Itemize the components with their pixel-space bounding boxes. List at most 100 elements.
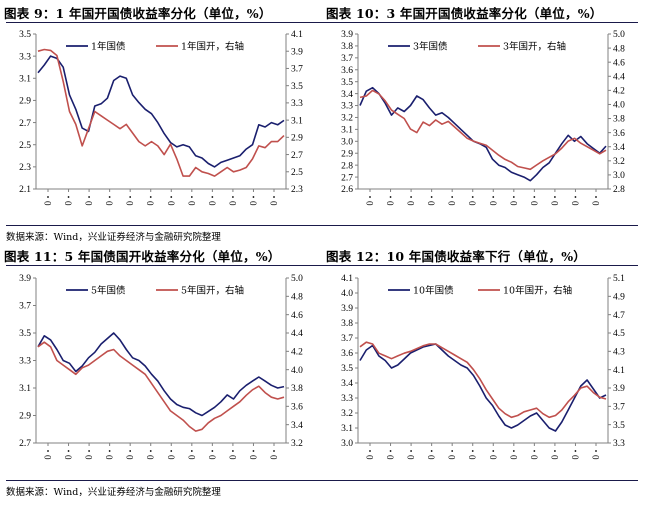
x-tick-label: 0 — [570, 455, 580, 460]
left-tick-label: 3.2 — [341, 114, 353, 124]
x-tick-dot — [595, 450, 597, 452]
series-line-cdb — [359, 341, 607, 419]
x-tick-group: 0 — [509, 196, 519, 206]
x-tick-label: 0 — [166, 455, 176, 460]
x-tick-group: 0 — [146, 450, 156, 460]
header-rule-bottom — [6, 265, 638, 266]
legend-label: 10年国债 — [413, 285, 454, 297]
x-tick-label: 0 — [269, 201, 279, 206]
legend-label: 5年国债 — [91, 285, 126, 297]
x-tick-label: 0 — [187, 455, 197, 460]
x-tick-label: 0 — [84, 455, 94, 460]
right-tick-label: 4.3 — [613, 348, 625, 358]
left-tick-label: 2.8 — [341, 161, 353, 171]
chart-svg-9: 2.1 2.3 2.5 2.7 2.9 3.1 3.3 3.5 2.3 2.5 2.7 2.9 3.1 3… — [19, 30, 303, 206]
x-tick-label: 0 — [64, 455, 74, 460]
chart-panel-9: 2.1 2.3 2.5 2.7 2.9 3.1 3.3 3.5 2.3 2.5 2.7 2.9 3.1 3… — [6, 26, 316, 221]
x-tick-label: 0 — [468, 455, 478, 460]
x-tick-group: 0 — [187, 450, 197, 460]
left-tick-label: 3.8 — [341, 42, 353, 52]
right-tick-label: 2.5 — [291, 168, 303, 178]
x-tick-dot — [492, 196, 495, 198]
x-tick-group: 0 — [166, 196, 176, 206]
x-tick-label: 0 — [447, 455, 457, 460]
right-tick-label: 4.8 — [291, 293, 303, 303]
x-tick-group: 0 — [406, 450, 416, 460]
x-tick-group: 0 — [64, 450, 74, 460]
left-tick-label: 3.6 — [341, 349, 353, 359]
right-tick-label: 2.8 — [613, 185, 625, 195]
x-tick-group: 0 — [269, 196, 279, 206]
x-tick-dot — [512, 450, 515, 452]
x-tick-group: 0 — [365, 450, 375, 460]
x-tick-dot — [129, 196, 132, 198]
x-tick-dot — [533, 196, 536, 198]
right-tick-label: 3.5 — [291, 82, 303, 92]
left-tick-label: 3.8 — [341, 319, 353, 329]
x-tick-label: 0 — [125, 455, 135, 460]
x-tick-dot — [430, 196, 433, 198]
left-tick-label: 3.0 — [341, 138, 353, 148]
left-tick-label: 2.7 — [341, 173, 353, 183]
legend-label: 1年国开，右轴 — [181, 41, 244, 53]
chart-panel-11: 2.7 2.9 3.1 3.3 3.5 3.7 3.9 3.2 3.4 3.6 3.8 4.0 4.2 4… — [6, 270, 316, 475]
left-tick-label: 3.4 — [341, 90, 353, 100]
series-line-cdb — [37, 341, 285, 432]
left-tick-label: 3.1 — [341, 126, 353, 136]
x-tick-dot — [512, 196, 515, 198]
right-tick-label: 3.7 — [613, 403, 625, 413]
header-rule-top — [6, 22, 638, 23]
left-tick-label: 3.5 — [341, 364, 353, 374]
x-tick-label: 0 — [248, 455, 258, 460]
x-tick-group: 0 — [269, 450, 279, 460]
x-tick-label: 0 — [591, 201, 601, 206]
x-tick-label: 0 — [365, 455, 375, 460]
x-tick-group: 0 — [84, 196, 94, 206]
x-tick-group: 0 — [468, 450, 478, 460]
x-tick-dot — [533, 450, 536, 452]
x-tick-label: 0 — [105, 201, 115, 206]
x-tick-dot — [273, 450, 275, 452]
right-tick-label: 3.3 — [613, 439, 625, 449]
left-tick-label: 3.3 — [341, 394, 353, 404]
x-tick-label: 0 — [207, 455, 217, 460]
x-tick-label: 0 — [187, 201, 197, 206]
left-tick-label: 3.9 — [19, 274, 31, 284]
left-tick-label: 3.1 — [19, 384, 31, 394]
right-tick-label: 3.2 — [613, 157, 625, 167]
x-tick-dot — [273, 196, 275, 198]
series-line-cdb — [359, 89, 607, 171]
x-tick-group: 0 — [591, 450, 601, 460]
x-tick-dot — [232, 196, 234, 198]
left-tick-label: 4.1 — [341, 274, 353, 284]
x-tick-dot — [211, 196, 214, 198]
right-tick-label: 4.6 — [613, 58, 625, 68]
series-line-govt — [37, 332, 285, 417]
chart-title-12: 图表 12：10 年国债收益率下行（单位，%） — [326, 249, 586, 264]
series-line-govt — [359, 343, 607, 432]
x-tick-dot — [211, 450, 214, 452]
x-tick-dot — [554, 450, 556, 452]
x-tick-dot — [595, 196, 597, 198]
x-tick-group: 0 — [207, 196, 217, 206]
source-note-top: 数据来源：Wind，兴业证券经济与金融研究院整理 — [6, 232, 221, 243]
x-tick-group: 0 — [187, 196, 197, 206]
right-tick-label: 4.1 — [613, 366, 625, 376]
source-rule-bottom — [6, 480, 638, 481]
x-tick-label: 0 — [550, 201, 560, 206]
legend-label: 3年国开，右轴 — [503, 41, 566, 53]
right-tick-label: 3.3 — [291, 99, 303, 109]
x-tick-label: 0 — [427, 201, 437, 206]
x-tick-dot — [574, 450, 577, 452]
right-tick-label: 4.1 — [291, 30, 303, 40]
x-tick-label: 0 — [64, 201, 74, 206]
left-tick-label: 3.3 — [19, 52, 31, 62]
left-tick-label: 3.1 — [341, 424, 353, 434]
x-tick-label: 0 — [166, 201, 176, 206]
x-tick-group: 0 — [509, 450, 519, 460]
left-tick-label: 3.7 — [341, 334, 353, 344]
left-tick-label: 2.7 — [19, 439, 31, 449]
right-tick-label: 3.5 — [613, 421, 625, 431]
x-tick-label: 0 — [146, 455, 156, 460]
left-tick-label: 3.5 — [19, 329, 31, 339]
